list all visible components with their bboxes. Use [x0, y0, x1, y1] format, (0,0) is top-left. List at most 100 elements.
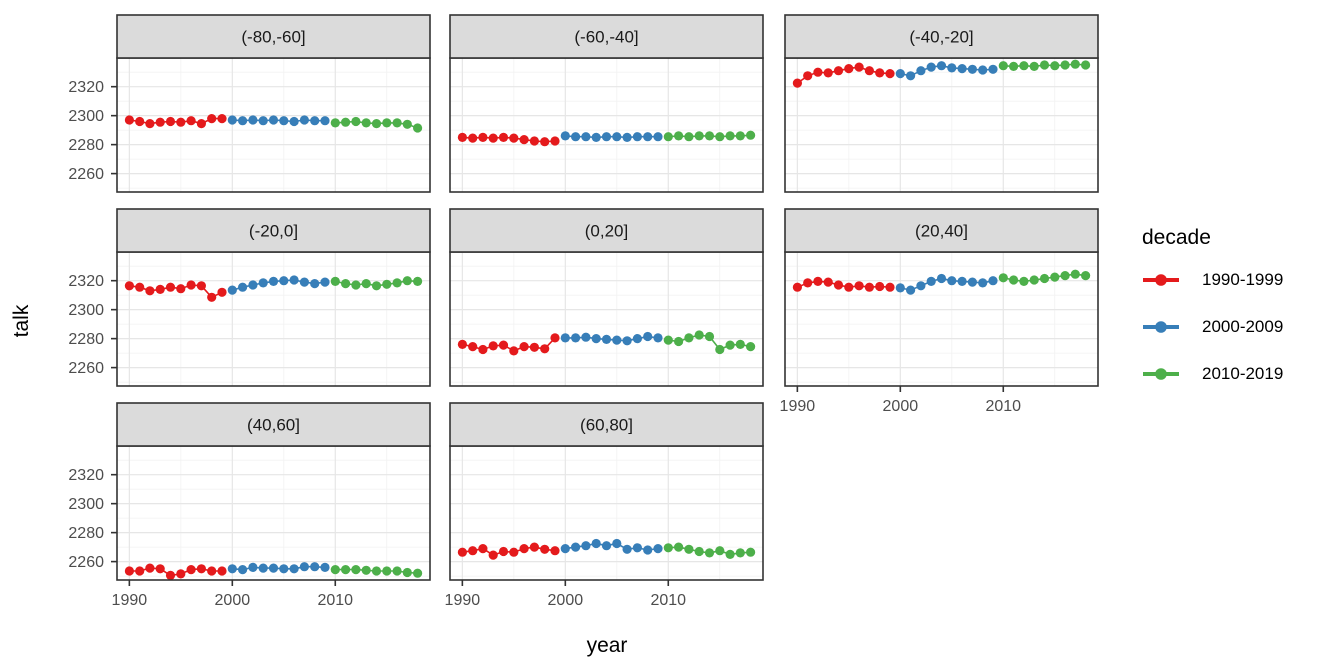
facet-strip	[116, 208, 431, 253]
data-point	[957, 276, 967, 286]
data-point	[478, 132, 488, 142]
facet-panel-4: (0,20]	[449, 208, 764, 387]
data-point	[746, 342, 756, 352]
data-point	[906, 285, 916, 295]
data-point	[684, 333, 694, 343]
facet-strip	[449, 208, 764, 253]
y-tick-label: 2320	[68, 467, 104, 484]
data-point	[299, 115, 309, 125]
data-point	[967, 277, 978, 287]
data-point	[844, 282, 854, 292]
data-point	[371, 566, 382, 576]
data-point	[947, 276, 957, 286]
data-point	[289, 564, 299, 574]
data-point	[382, 279, 392, 289]
facet-panel-5: (20,40] 1990 2000 2010	[780, 208, 1099, 415]
data-point	[196, 281, 206, 291]
data-point	[310, 279, 320, 289]
data-point	[258, 278, 268, 288]
data-point	[529, 542, 540, 552]
data-point	[145, 119, 155, 129]
data-point	[341, 565, 351, 575]
data-point	[509, 346, 519, 356]
series-line-1990-1999	[797, 280, 891, 289]
data-point	[1050, 272, 1060, 282]
data-point	[320, 277, 330, 287]
data-point	[643, 545, 653, 555]
data-point	[478, 344, 488, 355]
data-point	[906, 71, 916, 81]
data-point	[957, 64, 967, 74]
series-line-1990-1999	[129, 117, 222, 125]
data-point	[591, 334, 601, 344]
data-point	[560, 131, 570, 141]
data-point	[550, 136, 560, 146]
y-tick-label: 2280	[68, 525, 104, 542]
data-point	[926, 276, 936, 286]
facet-label: (20,40]	[915, 222, 968, 241]
series-line-2000-2009	[900, 64, 994, 77]
data-point	[509, 133, 519, 143]
data-point	[268, 115, 279, 125]
legend-key-icon	[1143, 321, 1179, 333]
data-point	[550, 546, 560, 556]
data-point	[571, 132, 581, 142]
data-point	[529, 136, 540, 146]
data-point	[643, 132, 653, 142]
facet-label: (60,80]	[580, 416, 633, 435]
data-point	[653, 544, 663, 554]
data-point	[207, 292, 217, 302]
data-point	[864, 282, 875, 292]
data-point	[1019, 61, 1029, 71]
data-point	[823, 68, 833, 78]
data-point	[735, 548, 745, 558]
facet-panel-6: (40,60] 2260 2280 2300 2320 1990 2000 2010	[68, 402, 431, 609]
facet-label: (-20,0]	[249, 222, 298, 241]
data-point	[988, 64, 998, 74]
data-point	[186, 116, 196, 126]
data-point	[823, 277, 833, 287]
data-point	[612, 132, 622, 142]
data-point	[663, 543, 673, 553]
data-point	[186, 565, 196, 575]
data-point	[746, 547, 756, 557]
legend-entry-2000-2009: 2000-2009	[1142, 317, 1283, 337]
data-point	[238, 116, 248, 126]
data-point	[632, 132, 643, 142]
x-tick-label: 2010	[985, 398, 1021, 415]
data-point	[196, 564, 206, 574]
series-line-2000-2009	[565, 335, 659, 342]
facet-panel-1: (-60,-40]	[449, 14, 764, 193]
data-point	[978, 278, 988, 288]
data-point	[217, 114, 227, 124]
data-point	[361, 565, 371, 575]
data-point	[694, 330, 704, 340]
data-point	[392, 566, 402, 576]
data-point	[361, 118, 371, 128]
series-line-2000-2009	[232, 119, 325, 123]
data-point	[571, 333, 581, 343]
data-point	[1050, 61, 1060, 71]
data-point	[803, 71, 813, 81]
data-point	[632, 334, 643, 344]
facet-label: (-80,-60]	[241, 28, 305, 47]
data-point	[704, 131, 715, 141]
data-point	[217, 566, 227, 576]
facet-strip	[449, 402, 764, 447]
data-point	[207, 566, 217, 576]
data-point	[351, 116, 361, 127]
data-point	[1060, 60, 1070, 70]
data-point	[674, 542, 684, 552]
data-point	[833, 280, 844, 290]
data-point	[402, 567, 412, 578]
data-point	[135, 282, 145, 292]
y-tick-label: 2260	[68, 360, 104, 377]
data-point	[746, 130, 756, 140]
data-point	[488, 550, 498, 560]
facet-panel-7: (60,80] 1990 2000 2010	[445, 402, 764, 609]
data-point	[601, 541, 612, 551]
legend-entry-label: 2000-2009	[1202, 317, 1284, 336]
series-line-1990-1999	[462, 546, 556, 556]
data-point	[498, 546, 509, 557]
legend-entries: 1990-1999 2000-2009 2010-2019	[1138, 270, 1283, 384]
